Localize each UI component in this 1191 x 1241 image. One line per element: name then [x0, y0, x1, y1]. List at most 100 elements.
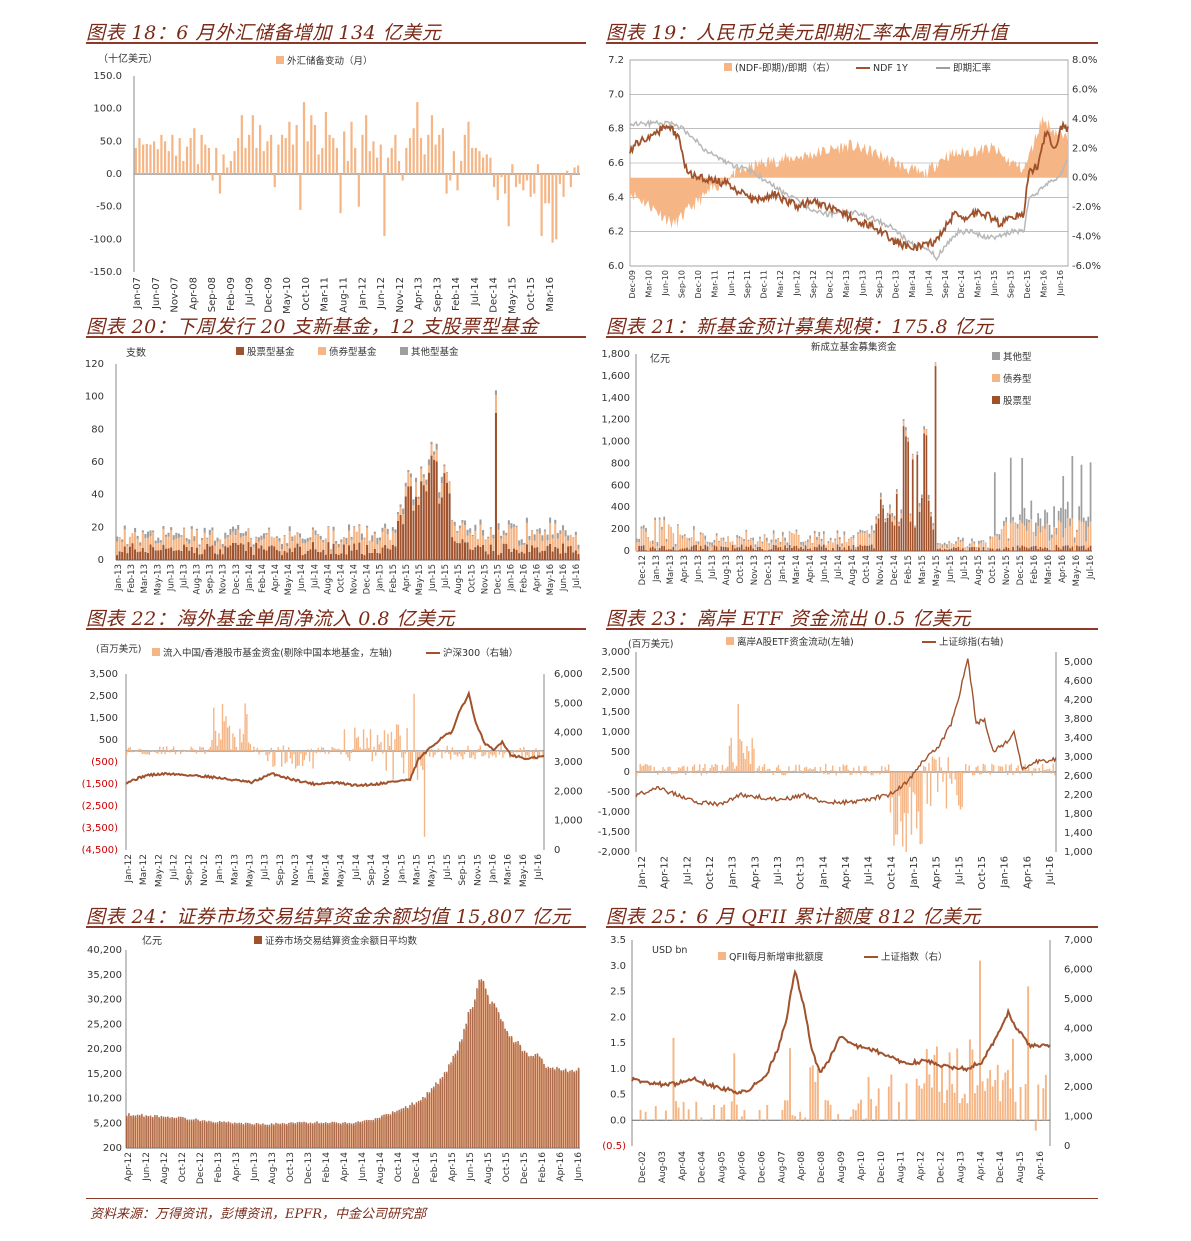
bar	[999, 1101, 1002, 1121]
bar-other	[309, 537, 312, 540]
bar	[474, 751, 476, 760]
bar-bond	[971, 541, 973, 547]
y-tick-label: 1,000	[601, 727, 630, 738]
bar-bond	[1005, 522, 1008, 548]
bar	[437, 748, 440, 751]
bar	[401, 174, 404, 181]
x-tick-label: Mar-13	[230, 854, 240, 885]
bar	[797, 771, 799, 772]
x-tick-label: Mar-15	[974, 270, 983, 298]
bar	[305, 751, 307, 756]
bar	[347, 751, 349, 758]
bar	[398, 1109, 400, 1148]
bar	[706, 772, 708, 775]
bar	[275, 1122, 277, 1148]
bar	[292, 1122, 294, 1148]
bar-bond	[128, 537, 131, 547]
bar-shade	[127, 1117, 129, 1148]
bar-other	[373, 531, 376, 534]
bar	[216, 1122, 219, 1148]
legend-label: 外汇储备变动（月）	[287, 55, 373, 67]
bar-shade	[544, 1065, 546, 1148]
bar-bond	[950, 543, 953, 549]
bar-other	[1071, 456, 1074, 519]
bar-other	[564, 530, 567, 537]
bar-stock	[216, 554, 219, 560]
bar	[474, 147, 477, 174]
bar	[452, 151, 455, 174]
y-tick-label: (500)	[91, 757, 118, 768]
x-tick-label: Aug-05	[718, 1151, 728, 1183]
title-rule	[86, 926, 586, 928]
bar-bond	[640, 528, 643, 546]
bar-stock	[861, 545, 864, 551]
bar	[660, 772, 662, 774]
x-tick-label: Jul-13	[261, 854, 271, 881]
bar-shade	[341, 1125, 343, 1148]
bar	[860, 1099, 862, 1121]
bar	[166, 746, 168, 751]
x-tick-label: Sep-13	[432, 277, 443, 312]
bar-bond	[433, 454, 436, 460]
bar-bond	[964, 547, 967, 551]
bar	[215, 147, 218, 174]
bar-stock	[854, 549, 857, 551]
bar-bond	[870, 529, 873, 545]
legend-swatch	[726, 637, 734, 645]
bar-other	[394, 529, 397, 533]
bar-bond	[152, 532, 155, 548]
bar	[807, 769, 809, 772]
bar	[896, 772, 899, 835]
bar-other	[358, 524, 361, 526]
bar-stock	[518, 553, 521, 560]
bar-stock	[786, 547, 789, 551]
bar-stock	[879, 499, 882, 551]
x-tick-label: Jan-16	[488, 854, 498, 884]
bar-bond	[170, 530, 173, 548]
y-tick-label: 3,000	[601, 647, 630, 658]
bar	[134, 1115, 137, 1148]
bar-stock	[543, 550, 546, 560]
bar-stock	[895, 493, 898, 551]
x-tick-label: Apr-10	[857, 1151, 867, 1181]
bar-shade	[322, 1124, 323, 1148]
bar-stock	[574, 550, 577, 560]
bar-shade	[248, 1124, 250, 1148]
bar	[725, 768, 727, 772]
bar-bond	[1055, 534, 1058, 545]
bar-shade	[365, 1122, 366, 1148]
x-tick-label: May-10	[282, 277, 293, 314]
bar-bond	[777, 539, 780, 548]
bar	[943, 1102, 946, 1121]
bar-shade	[458, 1052, 459, 1148]
x-tick-label: Apr-14	[271, 564, 281, 592]
bar	[470, 751, 473, 758]
bar-other	[975, 547, 978, 549]
bar-stock	[770, 549, 773, 551]
y-tick-label: 1,000	[601, 437, 630, 448]
bar	[173, 746, 175, 751]
bar	[720, 772, 722, 774]
bar	[710, 1118, 713, 1121]
x-tick-label: Jun-15	[946, 555, 956, 583]
bar	[811, 1065, 814, 1121]
bar-other	[435, 443, 438, 450]
bar	[644, 1111, 647, 1121]
bar	[348, 751, 351, 761]
bar	[432, 1086, 435, 1148]
bar-shade	[367, 1121, 369, 1148]
bar-stock	[784, 545, 786, 551]
bar	[174, 751, 177, 755]
bar-other	[371, 535, 374, 542]
bar	[975, 767, 977, 772]
bar-bond	[996, 535, 998, 549]
bar-other	[453, 521, 456, 526]
bar	[270, 747, 272, 751]
bar	[658, 770, 661, 772]
bar	[916, 772, 918, 829]
bar	[171, 1117, 173, 1148]
legend-label: 其他型	[1003, 351, 1032, 363]
bar-bond	[415, 482, 418, 497]
bar-other	[661, 526, 663, 530]
bar	[521, 751, 523, 758]
